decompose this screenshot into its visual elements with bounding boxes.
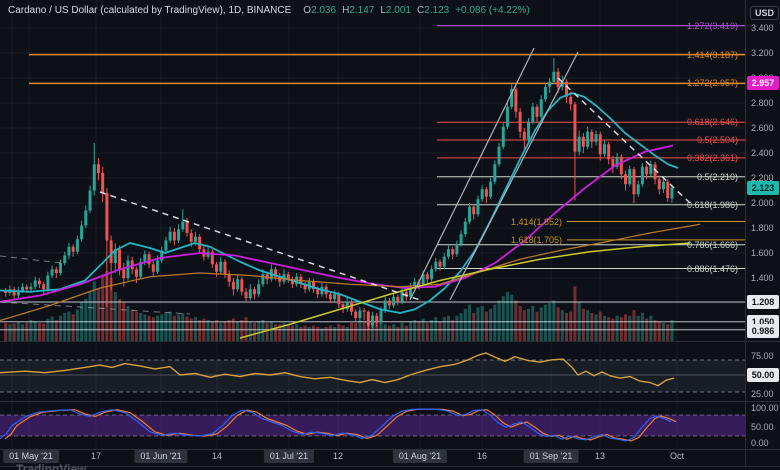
stoch-k-line (0, 408, 672, 442)
grid-lines (0, 0, 745, 466)
stoch-tick: 0.00 (751, 438, 769, 448)
fib-label: 0.618(1.986) (686, 199, 738, 210)
fib-label: 0.886(1.476) (686, 263, 738, 274)
fib-label: 1.414(3.187) (686, 49, 738, 60)
stoch-tick: 100.00 (751, 403, 779, 413)
price-tick: 2.800 (751, 98, 774, 108)
currency-toggle-button[interactable]: USD (750, 6, 780, 20)
time-tick-month: 01 May '21 (3, 449, 59, 463)
price-tick: 1.800 (751, 223, 774, 233)
high-label: H (342, 5, 350, 16)
time-tick: 16 (476, 451, 488, 461)
low-value: 2.001 (385, 5, 411, 16)
minor-dashed-left-low (0, 301, 191, 315)
open-value: 2.036 (311, 5, 337, 16)
rsi-pane (0, 352, 745, 393)
price-tag: 1.208 (747, 295, 779, 309)
trendlines (0, 47, 691, 315)
minor-dashed-left-mid (0, 255, 63, 264)
ema-fast-teal (0, 92, 679, 314)
fib-label: 0.5(2.210) (696, 171, 738, 182)
rsi-value-tag: 50.00 (747, 368, 779, 382)
price-tick: 1.400 (751, 273, 774, 283)
tradingview-logo[interactable]: TradingView (16, 462, 87, 470)
horizontal-levels (0, 25, 745, 331)
fib-label: 0.382(2.361) (686, 152, 738, 163)
moving-averages (0, 92, 701, 339)
symbol-title[interactable]: Cardano / US Dollar (calculated by Tradi… (8, 5, 292, 16)
fib-label: 1.272(3.419) (686, 20, 738, 31)
close-value: 2.123 (424, 5, 450, 16)
open-label: O (303, 5, 312, 16)
fib-label: 0.618(2.646) (686, 117, 738, 128)
price-tag: 2.123 (747, 181, 779, 195)
price-tick: 1.600 (751, 248, 774, 258)
price-tag: 0.986 (747, 324, 779, 338)
rsi-tick: 25.00 (751, 389, 774, 399)
time-tick-month: 01 Sep '21 (523, 449, 579, 463)
price-tick: 3.400 (751, 23, 774, 33)
fib-label: 1.414(1.852) (510, 216, 562, 227)
symbol-header: Cardano / US Dollar (calculated by Tradi… (8, 5, 530, 16)
ascending-channel-left (409, 47, 535, 301)
rsi-tick: 75.00 (751, 351, 774, 361)
time-tick: Oct (669, 451, 685, 461)
fib-label: 0.786(1.666) (686, 239, 738, 250)
rsi-line (0, 352, 675, 387)
fib-label: 1.272(2.957) (686, 78, 738, 89)
close-label: C (416, 5, 425, 16)
high-value: 2.147 (349, 5, 375, 16)
downtrend-dashed-september (557, 77, 691, 204)
low-label: L (380, 5, 386, 16)
time-tick: 14 (211, 451, 223, 461)
fib-label: 1.618(1.705) (510, 234, 562, 245)
price-tick: 2.000 (751, 198, 774, 208)
price-tick: 2.400 (751, 148, 774, 158)
price-tag: 2.957 (747, 76, 779, 90)
time-tick: 12 (332, 451, 344, 461)
ascending-channel-right (449, 51, 579, 301)
fib-label: 0.5(2.504) (696, 135, 738, 145)
change-value: +0.086 (+4.22%) (455, 5, 530, 16)
time-tick-month: 01 Jun '21 (134, 449, 188, 463)
downtrend-dashed-may-jul (99, 191, 421, 301)
time-tick: 17 (90, 451, 102, 461)
stoch-tick: 50.00 (751, 422, 774, 432)
price-tick: 3.200 (751, 48, 774, 58)
time-tick-month: 01 Jul '21 (263, 449, 315, 463)
time-tick: 13 (594, 451, 606, 461)
ma-long-yellow (239, 242, 691, 339)
time-tick-month: 01 Aug '21 (392, 449, 448, 463)
stoch-pane (0, 408, 745, 442)
price-tick: 2.600 (751, 123, 774, 133)
price-tick: 2.200 (751, 173, 774, 183)
